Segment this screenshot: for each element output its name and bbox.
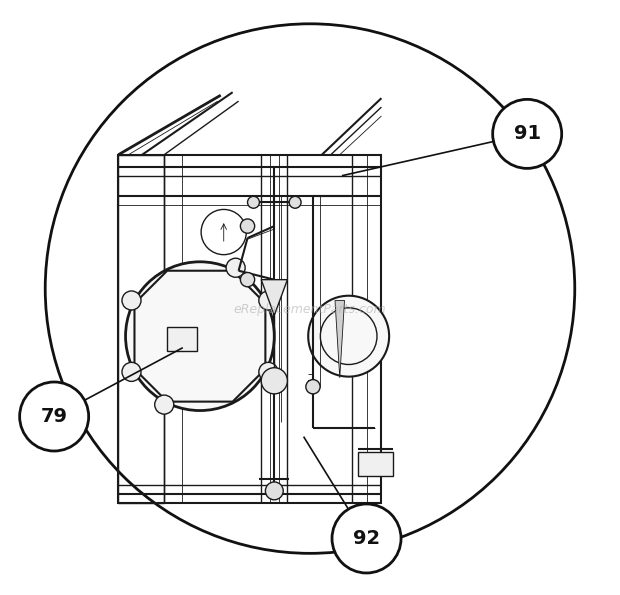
Circle shape (265, 482, 283, 500)
Circle shape (125, 262, 274, 411)
Circle shape (289, 196, 301, 208)
Circle shape (332, 504, 401, 573)
Circle shape (226, 258, 245, 277)
Circle shape (306, 380, 320, 394)
Polygon shape (261, 280, 288, 315)
Circle shape (241, 219, 255, 233)
Circle shape (247, 196, 259, 208)
Circle shape (493, 99, 562, 168)
Bar (358, 452, 393, 476)
Circle shape (241, 273, 255, 287)
Circle shape (259, 291, 278, 310)
Polygon shape (335, 300, 345, 378)
Text: 79: 79 (41, 407, 68, 426)
Circle shape (45, 24, 575, 553)
Circle shape (261, 368, 288, 394)
Circle shape (122, 291, 141, 310)
Circle shape (20, 382, 89, 451)
Text: eReplacementParts.com: eReplacementParts.com (234, 303, 386, 316)
Bar (118, 155, 381, 503)
Text: 92: 92 (353, 529, 380, 548)
Bar (167, 327, 197, 351)
Circle shape (155, 395, 174, 414)
Circle shape (122, 362, 141, 381)
Circle shape (308, 296, 389, 377)
Circle shape (259, 362, 278, 381)
Text: 91: 91 (513, 124, 541, 143)
Bar (118, 155, 164, 503)
